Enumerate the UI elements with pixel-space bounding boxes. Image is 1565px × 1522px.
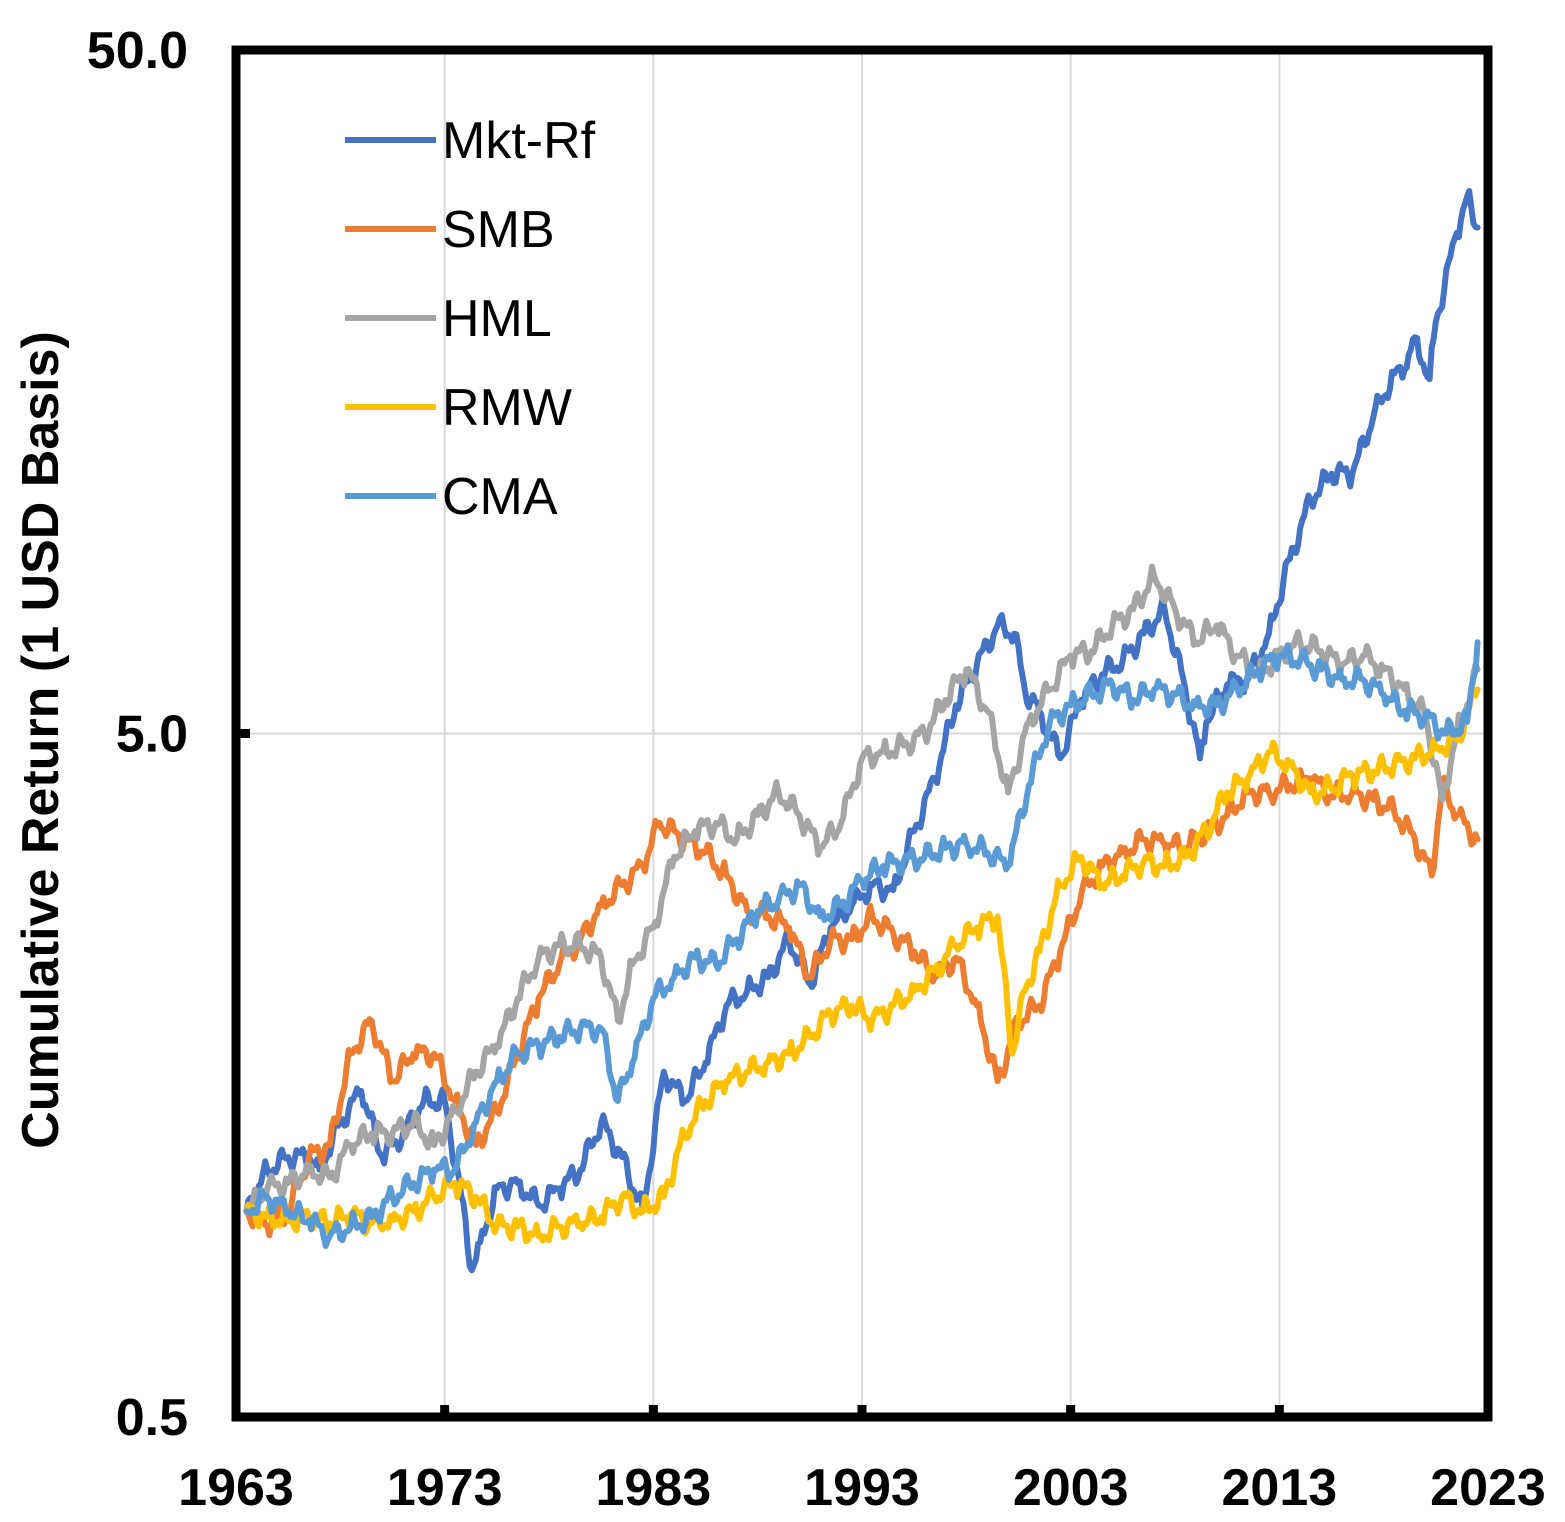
x-tick-label-1963: 1963 (178, 1459, 294, 1517)
axis-ticks (236, 729, 1284, 1417)
series-lines (243, 188, 1481, 1274)
x-tick-label-1973: 1973 (387, 1459, 503, 1517)
legend-label-mkt-rf: Mkt-Rf (442, 112, 596, 170)
series-line-cma (243, 639, 1481, 1249)
x-tick-label-1993: 1993 (804, 1459, 920, 1517)
legend-label-rmw: RMW (442, 379, 572, 437)
y-tick-label-0.5: 0.5 (116, 1389, 188, 1447)
legend: Mkt-Rf SMB HML RMW CMA (345, 112, 596, 526)
series-line-mkt-rf (243, 188, 1481, 1274)
series-line-smb (243, 767, 1481, 1239)
x-axis-tick-labels: 1963 1973 1983 1993 2003 2013 2023 (178, 1459, 1546, 1517)
y-tick-label-5.0: 5.0 (116, 706, 188, 764)
y-axis-tick-labels: 0.5 5.0 50.0 (87, 22, 188, 1447)
legend-label-hml: HML (442, 290, 552, 348)
x-tick-label-1983: 1983 (595, 1459, 711, 1517)
series-line-hml (243, 563, 1481, 1215)
legend-label-cma: CMA (442, 468, 558, 526)
y-axis-title: Cumulative Return (1 USD Basis) (12, 331, 70, 1149)
y-tick-label-50.0: 50.0 (87, 22, 188, 80)
x-tick-label-2003: 2003 (1013, 1459, 1129, 1517)
x-tick-label-2013: 2013 (1221, 1459, 1337, 1517)
series-line-rmw (243, 686, 1481, 1245)
x-tick-label-2023: 2023 (1430, 1459, 1546, 1517)
legend-label-smb: SMB (442, 201, 555, 259)
